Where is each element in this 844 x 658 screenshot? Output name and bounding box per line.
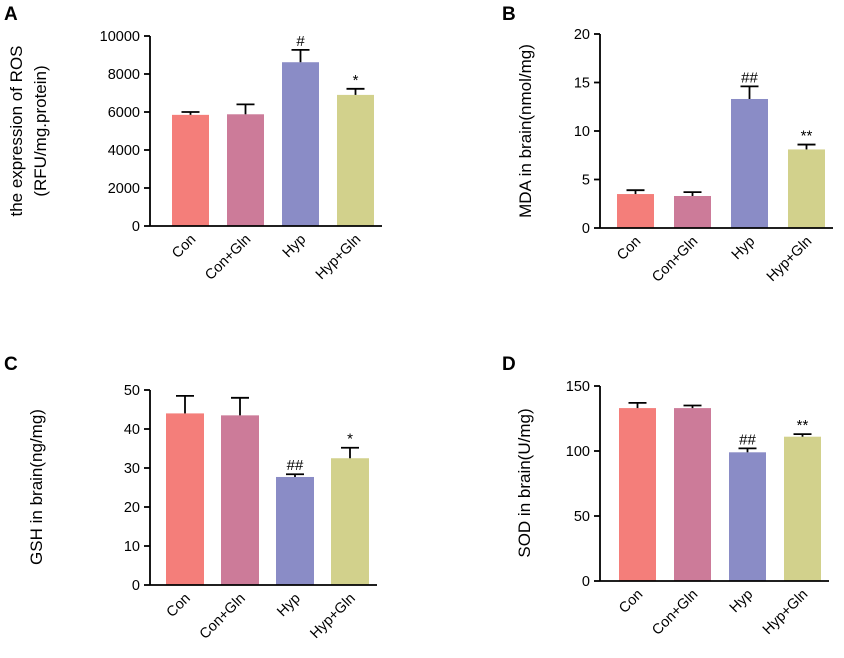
- y-tick-label: 0: [132, 578, 140, 594]
- y-axis-title: MDA in brain(nmol/mg): [516, 44, 535, 218]
- bar-con-gln: [227, 114, 264, 226]
- category-label: Hyp: [280, 232, 310, 262]
- bar-hyp-gln: [788, 149, 825, 228]
- category-label: Con+Gln: [202, 232, 254, 284]
- panel-letter: A: [4, 4, 18, 25]
- significance-marker: ##: [739, 431, 756, 448]
- significance-marker: ##: [287, 457, 304, 474]
- y-axis-title: GSH in brain(ng/mg): [27, 409, 46, 565]
- category-label: Con: [169, 232, 199, 262]
- chart-panel-b: B 0 5 10 15 20 Con Con+Gln ## Hyp ** Hyp+Gln MDA in …: [502, 4, 833, 286]
- bar-con-gln: [674, 195, 711, 228]
- bar-hyp: [276, 476, 314, 585]
- y-tick-label: 150: [566, 379, 590, 395]
- y-axis-title: SOD in brain(U/mg): [515, 408, 534, 557]
- category-label: Con+Gln: [197, 591, 249, 643]
- y-tick-label: 2000: [108, 181, 140, 197]
- category-label: Con: [616, 587, 646, 617]
- category-label: Con: [614, 234, 644, 264]
- bar-hyp-gln: [337, 94, 374, 227]
- significance-marker: *: [353, 72, 359, 89]
- bar-con: [172, 114, 209, 226]
- bar-con: [619, 408, 656, 581]
- y-tick-label: 50: [124, 383, 140, 399]
- significance-marker: **: [801, 128, 813, 145]
- significance-marker: **: [797, 417, 809, 434]
- y-tick-label: 8000: [108, 67, 140, 83]
- bar-con: [166, 413, 204, 585]
- panel-letter: C: [4, 354, 18, 375]
- category-label: Hyp: [729, 234, 759, 264]
- y-tick-label: 0: [582, 574, 590, 590]
- y-axis-title: (RFU/mg.protein): [31, 65, 50, 196]
- chart-panel-c: C 0 10 20 30 40 50 Con Con+Gln ## Hyp * Hyp+Gln GSH i…: [4, 354, 377, 643]
- y-tick-label: 50: [574, 509, 590, 525]
- bar-con: [617, 194, 654, 228]
- y-axis-title: the expression of ROS: [7, 45, 26, 216]
- bar-hyp: [729, 452, 766, 581]
- chart-panel-a: A 0 2000 4000 6000 8000 10000 Con Con+Gln # Hyp * Hy…: [4, 4, 382, 284]
- category-label: Con: [164, 591, 194, 621]
- y-tick-label: 10: [124, 539, 140, 555]
- category-label: Hyp+Gln: [760, 587, 811, 638]
- y-tick-label: 0: [582, 221, 590, 237]
- y-tick-label: 10000: [100, 29, 140, 45]
- y-tick-label: 20: [574, 27, 590, 43]
- y-tick-label: 30: [124, 461, 140, 477]
- panel-letter: B: [502, 4, 516, 25]
- significance-marker: ##: [741, 69, 758, 86]
- y-tick-label: 10: [574, 124, 590, 140]
- significance-marker: *: [347, 431, 353, 448]
- bar-con-gln: [674, 408, 711, 581]
- category-label: Hyp+Gln: [313, 232, 364, 283]
- category-label: Hyp: [274, 591, 304, 621]
- category-label: Hyp: [727, 587, 757, 617]
- y-tick-label: 5: [582, 173, 590, 189]
- significance-marker: #: [296, 33, 305, 50]
- chart-panel-d: D 0 50 100 150 Con Con+Gln ## Hyp ** Hyp+Gln SOD in…: [502, 354, 829, 639]
- panel-letter: D: [502, 354, 516, 375]
- bar-hyp: [731, 98, 768, 229]
- y-tick-label: 20: [124, 500, 140, 516]
- category-label: Hyp+Gln: [307, 591, 358, 642]
- y-tick-label: 100: [566, 444, 590, 460]
- bar-hyp: [282, 62, 319, 226]
- y-tick-label: 0: [132, 219, 140, 235]
- category-label: Hyp+Gln: [764, 234, 815, 285]
- bar-con-gln: [221, 415, 259, 585]
- y-tick-label: 4000: [108, 143, 140, 159]
- y-tick-label: 6000: [108, 105, 140, 121]
- y-tick-label: 40: [124, 422, 140, 438]
- bar-hyp-gln: [784, 436, 821, 581]
- category-label: Con+Gln: [649, 234, 701, 286]
- bar-hyp-gln: [331, 458, 369, 585]
- y-tick-label: 15: [574, 76, 590, 92]
- category-label: Con+Gln: [649, 587, 701, 639]
